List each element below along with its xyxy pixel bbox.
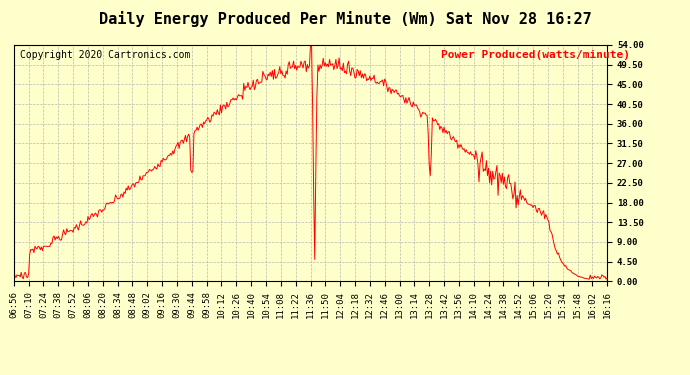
Text: Power Produced(watts/minute): Power Produced(watts/minute) bbox=[441, 50, 630, 60]
Text: Copyright 2020 Cartronics.com: Copyright 2020 Cartronics.com bbox=[20, 50, 190, 60]
Text: Daily Energy Produced Per Minute (Wm) Sat Nov 28 16:27: Daily Energy Produced Per Minute (Wm) Sa… bbox=[99, 11, 591, 27]
